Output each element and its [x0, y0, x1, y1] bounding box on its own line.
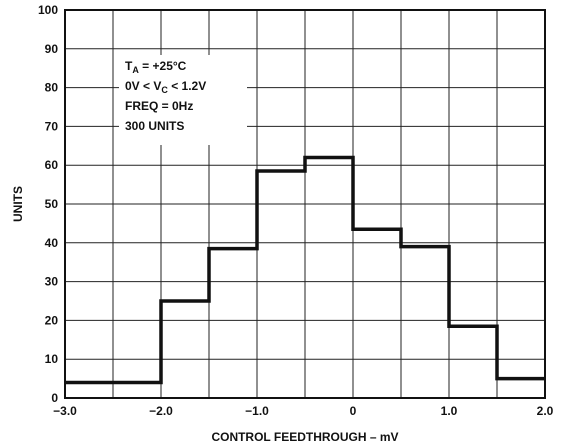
histogram-bin	[449, 326, 497, 398]
annotation-line: TA = +25°C	[125, 59, 187, 75]
x-tick-labels: −3.0 −2.0 −1.0 0 1.0 2.0	[53, 404, 554, 418]
annotation-line: FREQ = 0Hz	[125, 99, 193, 113]
y-tick-label: 40	[45, 236, 59, 250]
histogram-bin	[401, 247, 449, 398]
x-tick-label: 0	[350, 404, 357, 418]
annotation-line: 300 UNITS	[125, 119, 184, 133]
y-tick-label: 70	[45, 119, 59, 133]
annotation-background	[119, 55, 247, 145]
x-tick-label: −2.0	[149, 404, 173, 418]
annotation-line: 0V < VC < 1.2V	[125, 79, 206, 95]
histogram-bin	[65, 382, 161, 398]
histogram-bin	[257, 171, 305, 398]
histogram-bin	[497, 379, 545, 398]
y-tick-labels: 0 10 20 30 40 50 60 70 80 90 100	[38, 3, 58, 405]
x-tick-label: −1.0	[245, 404, 269, 418]
histogram-step-line	[65, 155, 545, 385]
y-tick-label: 0	[51, 391, 58, 405]
x-tick-label: −3.0	[53, 404, 77, 418]
annotation-box: TA = +25°C 0V < VC < 1.2V FREQ = 0Hz 300 UN…	[119, 55, 247, 145]
plot-frame	[64, 9, 546, 399]
y-tick-label: 90	[45, 42, 59, 56]
y-tick-label: 20	[45, 313, 59, 327]
y-tick-label: 10	[45, 352, 59, 366]
y-tick-label: 80	[45, 81, 59, 95]
y-tick-label: 30	[45, 275, 59, 289]
histogram-steps	[65, 155, 545, 398]
x-axis-label: CONTROL FEEDTHROUGH – mV	[211, 430, 398, 444]
histogram-bin	[305, 157, 353, 398]
histogram-bin	[353, 229, 401, 398]
y-axis-label: UNITS	[11, 186, 25, 222]
histogram-bin	[209, 249, 257, 398]
x-tick-label: 1.0	[441, 404, 458, 418]
histogram-bin	[161, 301, 209, 398]
y-tick-label: 100	[38, 3, 58, 17]
y-tick-label: 60	[45, 158, 59, 172]
y-tick-label: 50	[45, 197, 59, 211]
x-tick-label: 2.0	[537, 404, 554, 418]
